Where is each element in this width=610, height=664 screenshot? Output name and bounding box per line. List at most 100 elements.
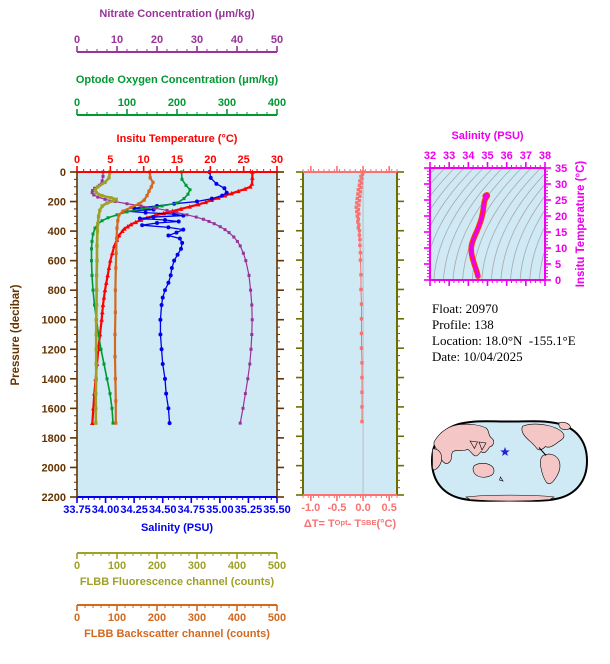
profile-backscatter-marker	[151, 180, 155, 184]
map-land-south-america	[540, 453, 561, 484]
profile-label: Profile:	[432, 317, 471, 332]
pressure-axis-left-tick-label: 1400	[42, 374, 66, 386]
profile-nitrate-marker	[248, 362, 252, 366]
delta-t-marker	[360, 390, 364, 394]
ts-isopycnal-contour	[430, 168, 484, 252]
location-value: 18.0°N -155.1°E	[485, 333, 576, 348]
profile-temperature-marker	[100, 302, 106, 307]
profile-nitrate-marker	[207, 219, 211, 223]
profile-nitrate-marker	[232, 235, 236, 239]
profile-fluorescence-marker	[95, 229, 100, 233]
map-central-america	[538, 447, 547, 456]
profile-fluorescence-marker	[94, 377, 98, 381]
profile-nitrate-marker	[101, 174, 105, 178]
profile-oxygen-marker	[110, 406, 114, 410]
delta-t-marker	[356, 192, 360, 196]
profile-fluorescence-marker	[109, 196, 113, 200]
main-plot-background	[77, 172, 277, 497]
pressure-axis-left-tick-label: 1800	[42, 433, 66, 445]
profile-fluorescence-marker	[112, 199, 116, 203]
profile-backscatter-marker	[149, 185, 153, 189]
profile-backscatter-marker	[113, 377, 117, 381]
fluorescence-axis-tick-label: 100	[108, 560, 126, 572]
profile-nitrate-marker	[125, 202, 129, 206]
profile-temperature-marker	[122, 226, 127, 231]
profile-nitrate-marker	[244, 259, 248, 263]
ts-contours-group	[430, 168, 545, 280]
profile-salinity-marker	[222, 186, 227, 191]
profile-backscatter-marker	[114, 421, 118, 425]
map-land-africa	[432, 448, 442, 471]
delta-t-bottom-axis-tick-label: -0.5	[327, 502, 346, 514]
fluorescence-axis-tick-label: 300	[188, 560, 206, 572]
ts-temp-tick-label: 10	[555, 243, 567, 255]
profile-fluorescence-marker	[94, 288, 99, 292]
profile-fluorescence-marker	[96, 185, 100, 189]
pressure-axis-left-tick-label: 2000	[42, 462, 66, 474]
profile-oxygen-marker	[180, 177, 184, 181]
delta-t-marker	[360, 419, 364, 424]
profile-nitrate-marker	[96, 195, 100, 199]
temperature-axis-tick-label: 10	[138, 154, 150, 166]
temperature-axis-tick-label: 25	[238, 154, 250, 166]
profile-salinity-marker	[169, 266, 174, 271]
profile-salinity-marker	[172, 258, 177, 263]
ts-curve	[469, 193, 489, 278]
map-land-indochina	[478, 441, 487, 451]
ts-temp-tick-label: 5	[555, 259, 561, 271]
profile-salinity-marker	[159, 347, 164, 352]
profile-fluorescence-marker	[100, 193, 104, 198]
profile-oxygen-marker	[97, 333, 100, 336]
delta-t-marker	[357, 233, 362, 237]
profile-backscatter-marker	[145, 194, 149, 198]
ts-salinity-axis-tick-label: 36	[501, 150, 513, 162]
ts-isopycnal-contour	[433, 168, 494, 280]
profile-nitrate-marker	[227, 231, 231, 235]
nitrate-axis-tick-label: 20	[151, 34, 163, 46]
float-value: 20970	[465, 301, 499, 316]
pressure-axis-left-tick-label: 2200	[42, 492, 66, 504]
temperature-axis-tick-label: 15	[171, 154, 183, 166]
profile-nitrate-marker	[250, 333, 254, 336]
oxygen-axis-tick-label: 200	[168, 97, 186, 109]
profile-temperature-marker	[100, 309, 105, 315]
ts-isopycnal-contour	[510, 195, 545, 280]
profile-nitrate-marker	[218, 225, 222, 229]
profile-salinity-marker	[220, 193, 225, 198]
profile-nitrate-marker	[91, 188, 95, 192]
delta-t-marker	[360, 361, 364, 365]
delta-t-marker	[356, 220, 360, 224]
profile-oxygen-marker	[90, 247, 93, 251]
ts-isopycnal-contour	[481, 168, 542, 280]
profile-oxygen-marker	[175, 201, 179, 205]
profile-salinity-marker	[158, 317, 163, 322]
profile-salinity-marker	[143, 210, 148, 215]
profile-fluorescence-marker	[94, 406, 98, 411]
profile-nitrate-marker	[241, 406, 245, 410]
profile-fluorescence-marker	[94, 362, 98, 366]
delta-t-marker	[358, 258, 363, 262]
nitrate-axis-tick-label: 40	[231, 34, 243, 46]
backscatter-axis-tick-label: 200	[148, 612, 166, 624]
map-land-greenland	[558, 421, 571, 430]
profile-oxygen-marker	[100, 219, 104, 223]
profile-temperature-marker	[236, 188, 241, 194]
backscatter-axis-tick-label: 300	[188, 612, 206, 624]
pressure-axis-left-tick-label: 0	[60, 167, 66, 179]
ts-salinity-axis-tick-label: 35	[481, 150, 493, 162]
profile-backscatter-marker	[114, 266, 118, 270]
profile-temperature-marker	[229, 190, 234, 196]
ts-isopycnal-contour	[452, 168, 513, 280]
fluorescence-axis-tick-label: 400	[228, 560, 246, 572]
nitrate-axis-tick-label: 10	[111, 34, 123, 46]
map-land-india	[469, 440, 478, 450]
profile-salinity-marker	[224, 190, 229, 195]
profile-nitrate-marker	[175, 211, 179, 215]
delta-t-marker	[360, 172, 365, 176]
ts-salinity-axis-tick-label: 34	[462, 150, 475, 162]
delta-t-marker	[355, 196, 360, 201]
delta-t-marker	[356, 217, 361, 221]
profile-temperature-marker	[248, 184, 253, 189]
ts-salinity-axis-tick-label: 37	[520, 150, 532, 162]
profile-nitrate-marker	[201, 217, 205, 221]
